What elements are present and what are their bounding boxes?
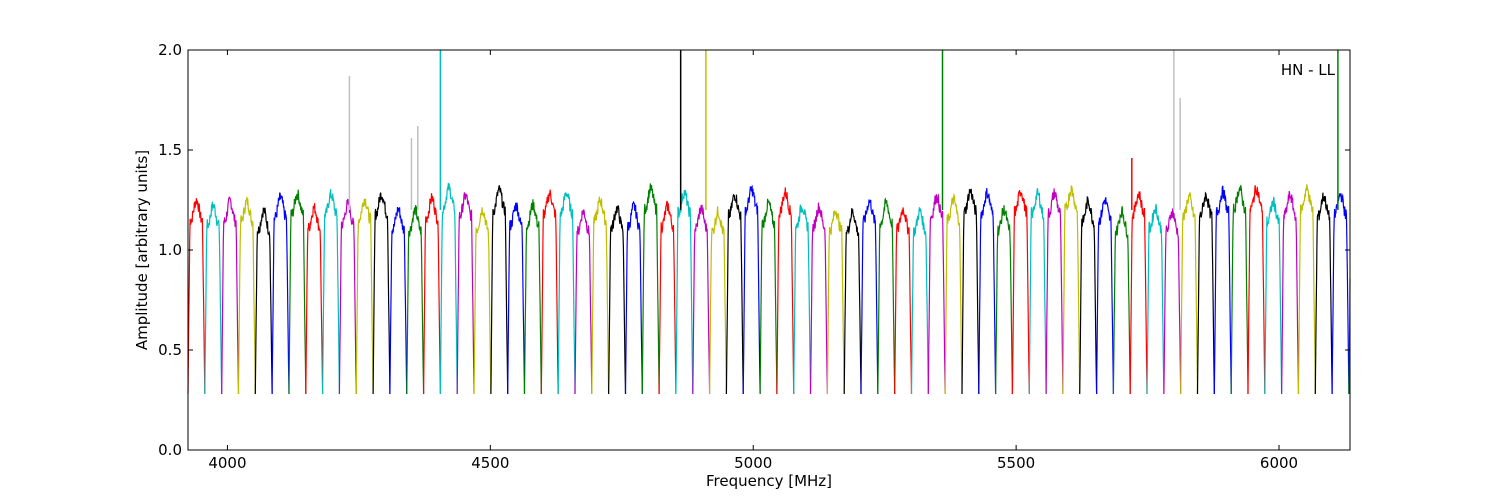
channel-series [1331,193,1350,395]
channel-series [1011,190,1030,395]
channel-series [204,201,223,395]
channel-series [1146,203,1165,395]
x-tick-label: 5500 [997,454,1035,472]
channel-series [490,185,509,395]
channel-series [288,189,307,395]
channel-series [591,196,610,395]
x-axis-label: Frequency [MHz] [706,472,832,490]
channel-series [675,189,694,395]
annotation-label: HN - LL [1281,61,1336,79]
series-layer [187,182,1351,395]
channel-series [692,204,711,395]
channel-series [1281,190,1300,395]
plot-area [188,50,1350,450]
channel-series [1079,195,1098,395]
channel-series [608,205,627,395]
channel-series [523,199,542,395]
channel-series [1163,208,1182,395]
channel-series [322,189,340,395]
channel-series [355,198,374,395]
channel-series [540,189,559,395]
channel-series [809,202,828,395]
channel-series [624,200,643,395]
y-tick-label: 1.5 [158,141,182,159]
y-tick-label: 0.5 [158,341,182,359]
channel-series [473,207,492,395]
channel-series [221,196,240,395]
y-tick-label: 1.0 [158,241,182,259]
channel-series [759,198,778,395]
channel-series [1297,184,1316,395]
x-axis: 4000 4500 5000 5500 6000 [208,50,1298,472]
channel-series [877,197,896,395]
channel-series [1247,185,1266,395]
channel-series [826,210,845,395]
channel-series [742,184,761,395]
channel-series [1129,191,1148,395]
channel-series [894,207,913,395]
channel-series [406,205,425,395]
channel-series [641,183,660,395]
channel-series [254,207,273,395]
channel-series [793,204,812,395]
channel-series [944,192,963,395]
channel-series [776,187,795,395]
channel-series [557,192,576,395]
y-tick-label: 2.0 [158,41,182,59]
channel-series [507,202,526,395]
channel-series [725,194,744,395]
spike-layer [348,50,1339,210]
channel-series [1062,185,1081,395]
channel-series [1264,196,1283,395]
channel-series [709,206,727,395]
x-tick-label: 6000 [1260,454,1298,472]
channel-series [187,198,206,395]
channel-series [1028,188,1047,395]
y-axis-label: Amplitude [arbitrary units] [133,150,151,350]
channel-series [910,207,929,395]
channel-series [372,192,391,395]
channel-series [1196,191,1215,395]
channel-series [1230,184,1249,395]
channel-series [843,208,862,395]
channel-series [927,193,946,395]
channel-series [961,188,980,395]
channel-series [1096,197,1114,395]
channel-series [271,192,290,395]
channel-series [389,206,408,395]
channel-series [439,182,458,395]
channel-series [423,193,441,395]
x-tick-label: 4500 [471,454,509,472]
channel-series [978,188,997,395]
channel-series [574,209,593,395]
channel-series [456,192,475,395]
channel-series [338,198,357,395]
channel-series [305,203,324,395]
y-tick-label: 0.0 [158,441,182,459]
channel-series [1112,206,1131,395]
channel-series [658,200,677,395]
channel-series [860,199,879,395]
x-tick-label: 4000 [208,454,246,472]
channel-series [1213,185,1232,395]
channel-series [1314,192,1333,395]
channel-series [1045,188,1064,395]
channel-series [1180,192,1199,395]
channel-series [995,205,1013,395]
x-tick-label: 5000 [734,454,772,472]
channel-series [237,196,256,395]
y-axis: 0.0 0.5 1.0 1.5 2.0 [158,41,1350,459]
